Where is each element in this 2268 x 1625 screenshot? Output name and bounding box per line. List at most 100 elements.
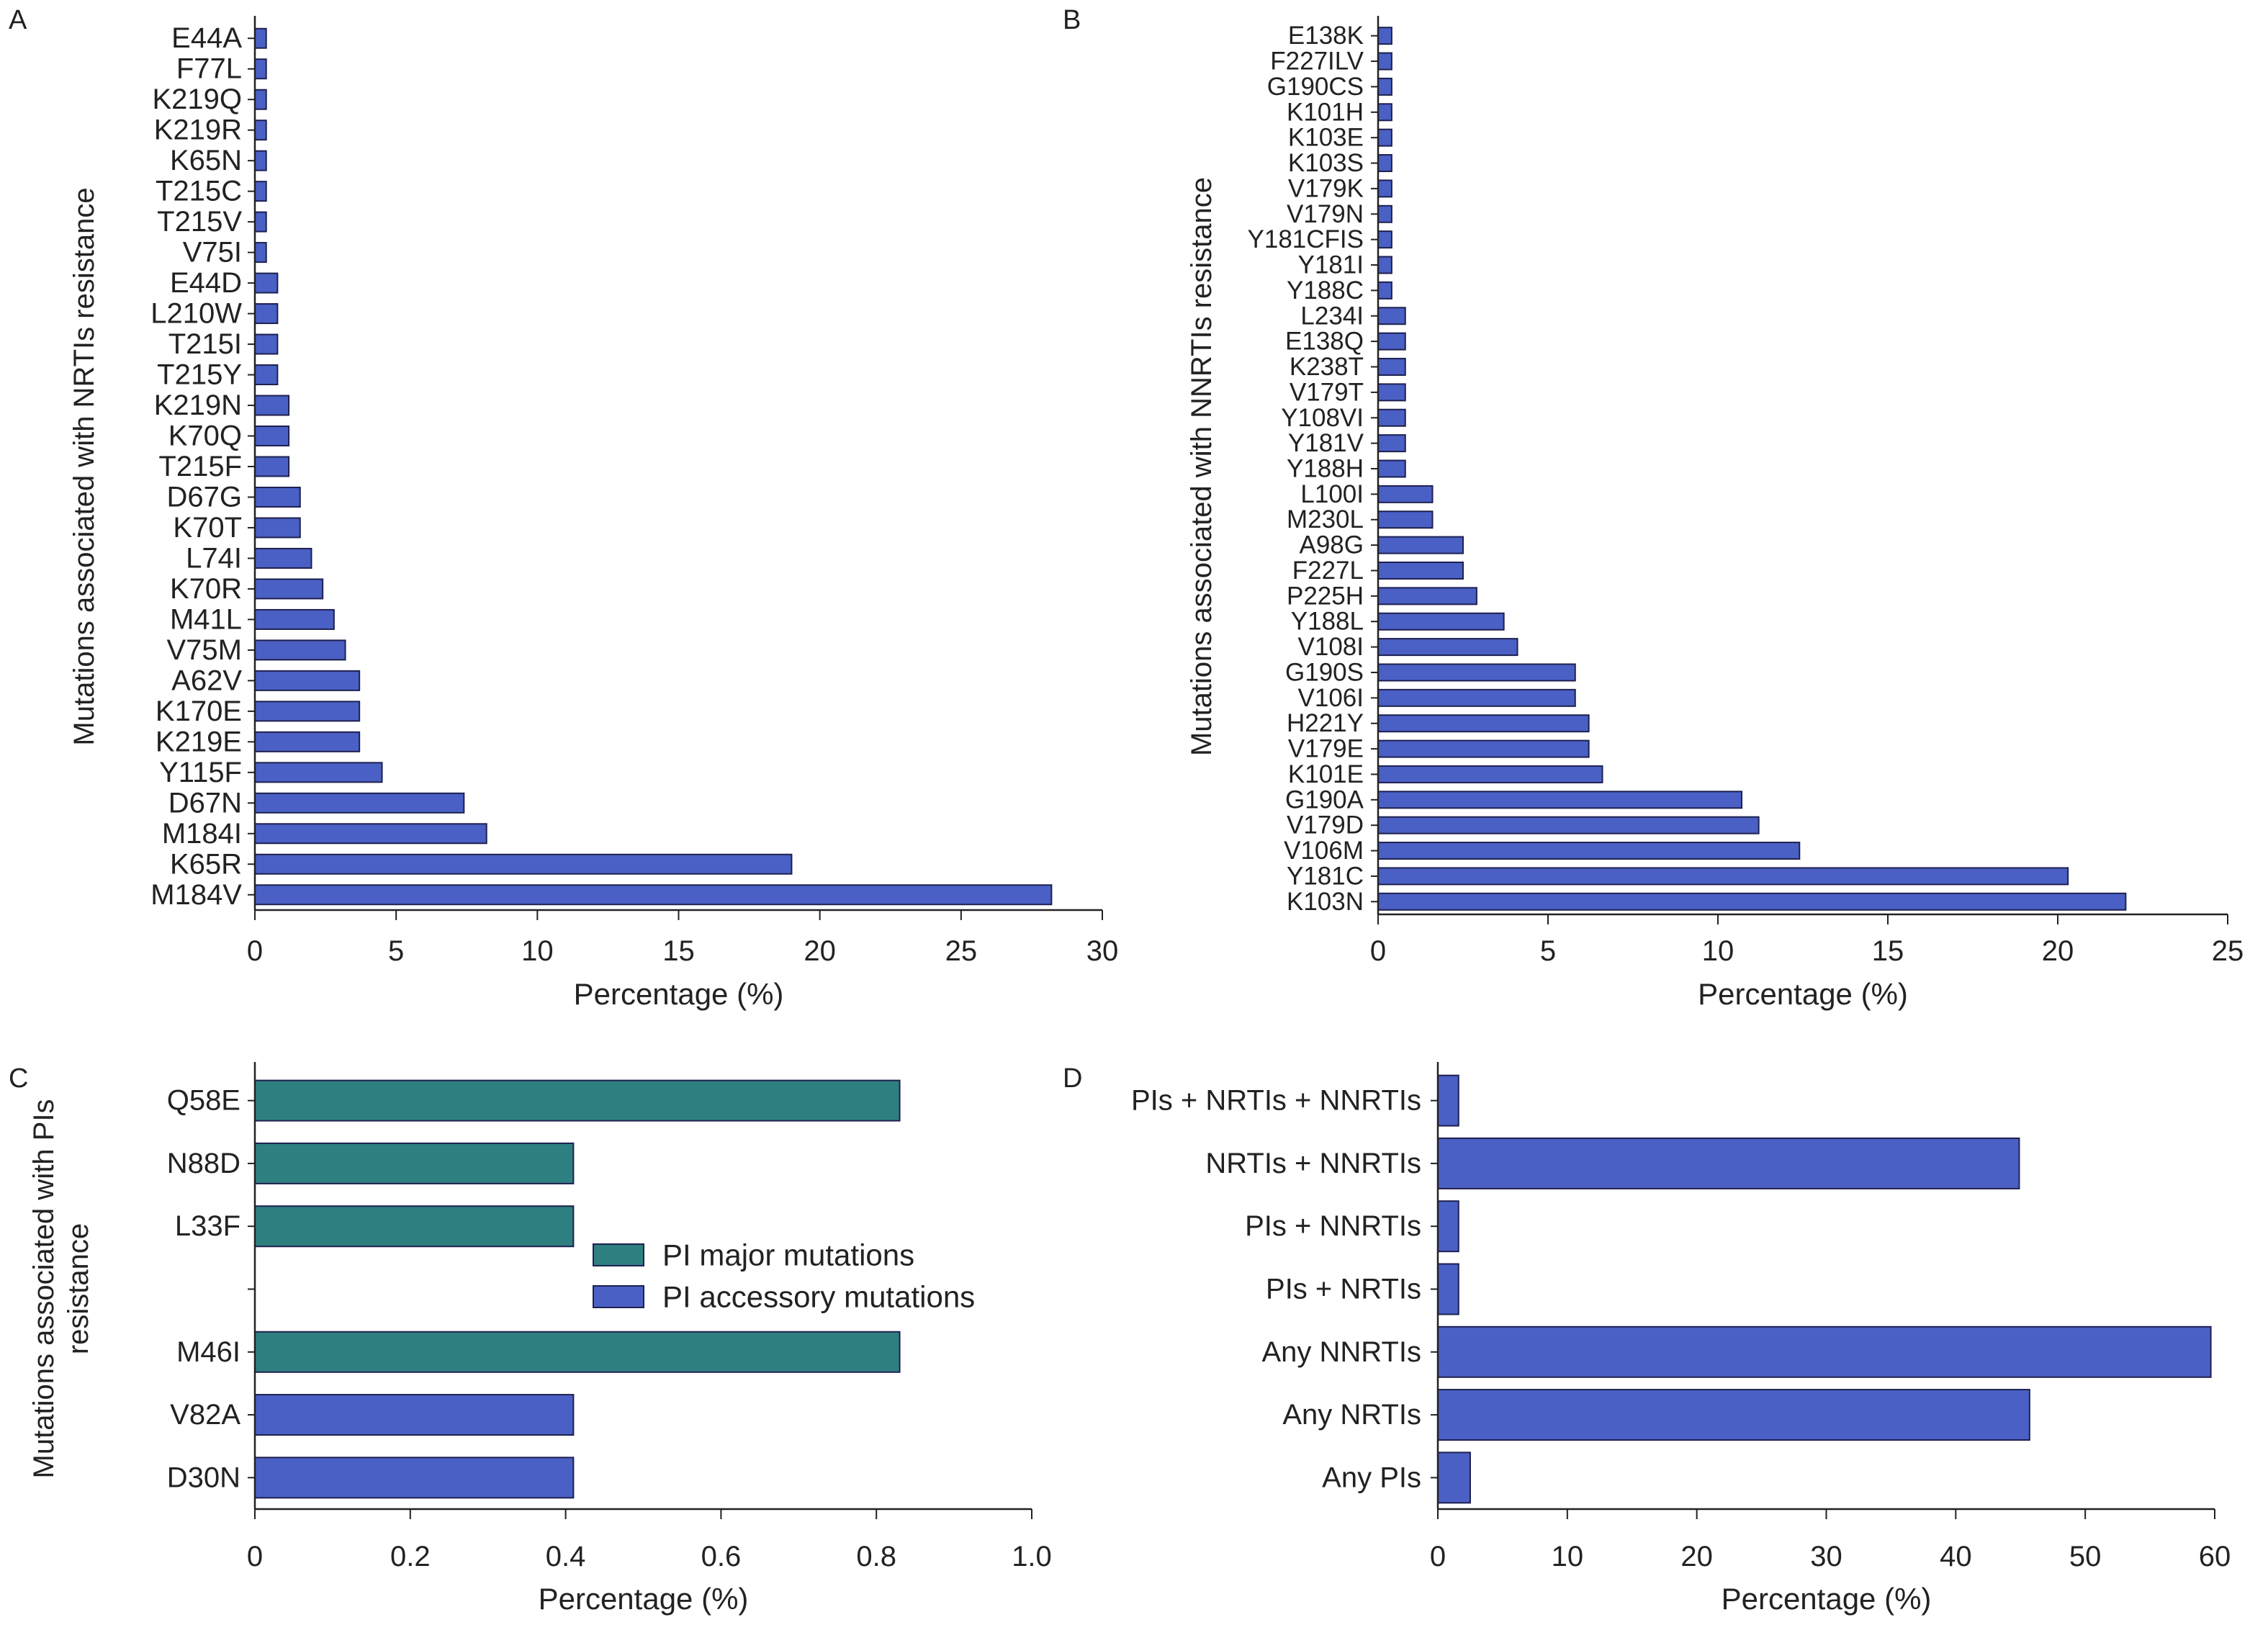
bar	[254, 242, 267, 264]
panel-label: D	[1063, 1063, 1082, 1094]
bar	[254, 426, 290, 447]
category-label: M41L	[170, 603, 242, 635]
category-label: K70T	[173, 512, 242, 544]
category-label: T215I	[168, 328, 242, 360]
bar	[254, 517, 301, 539]
bar	[254, 272, 279, 294]
bar	[1377, 204, 1392, 223]
bar	[1377, 892, 2127, 911]
category-label: PIs + NRTIs + NNRTIs	[1131, 1085, 1421, 1117]
bar	[254, 27, 267, 49]
bar	[1377, 816, 1760, 834]
bar	[254, 486, 301, 508]
bar	[1377, 561, 1464, 580]
category-label: K101E	[1288, 760, 1364, 788]
category-label: K219R	[154, 114, 242, 146]
bar	[254, 120, 267, 141]
y-axis-title: Mutations associated with PIs resistance	[28, 1099, 94, 1479]
category-label: G190A	[1285, 786, 1364, 814]
bar	[254, 58, 267, 80]
panel-label: B	[1063, 5, 1081, 35]
x-tick-label: 0	[1430, 1541, 1446, 1572]
category-label: L234I	[1300, 302, 1364, 330]
category-label: K170E	[156, 696, 242, 727]
category-label: F227ILV	[1270, 48, 1364, 76]
category-label: K219N	[154, 390, 242, 421]
x-tick-label: 5	[1540, 935, 1556, 967]
y-axis-title: Mutations associated with NNRTIs resista…	[1186, 177, 1218, 756]
panel-label: A	[9, 5, 27, 35]
x-tick-label: 20	[2042, 935, 2074, 967]
category-label: K65R	[170, 848, 242, 880]
category-label: D67N	[168, 787, 242, 819]
legend-swatch-major	[593, 1243, 644, 1266]
bar	[1377, 383, 1406, 402]
category-label: L33F	[175, 1210, 240, 1242]
category-label: K65N	[170, 145, 242, 176]
category-label: N88D	[167, 1148, 240, 1179]
category-label: T215C	[156, 176, 242, 207]
bar	[1437, 1451, 1471, 1504]
bar	[254, 853, 793, 875]
category-label: Y188H	[1287, 455, 1364, 483]
bar	[1377, 332, 1406, 351]
x-tick-label: 50	[2069, 1541, 2102, 1572]
bar	[1377, 281, 1392, 300]
x-axis-title: Percentage (%)	[539, 1582, 749, 1616]
bar	[1437, 1200, 1459, 1253]
bar	[254, 303, 279, 325]
bar	[1377, 27, 1392, 45]
category-label: E138Q	[1285, 328, 1364, 356]
bar	[254, 639, 346, 661]
bar	[1377, 230, 1392, 249]
x-tick-label: 1.0	[1012, 1541, 1052, 1572]
x-tick-label: 25	[945, 935, 978, 967]
bar	[254, 150, 267, 171]
x-tick-label: 60	[2199, 1541, 2231, 1572]
category-label: K219E	[156, 726, 242, 757]
bar	[254, 823, 487, 845]
bar	[1437, 1263, 1459, 1315]
category-label: T215Y	[157, 359, 242, 391]
bar	[254, 670, 361, 691]
legend-label-major: PI major mutations	[662, 1238, 914, 1272]
category-label: Q58E	[167, 1085, 240, 1117]
chart-panel-a: A E44AF77LK219QK219RK65NT215CT215VV75IE44…	[9, 5, 1118, 1011]
bar	[1377, 714, 1590, 733]
category-label: V179K	[1288, 174, 1364, 202]
category-label: A62V	[171, 665, 242, 696]
bar	[1377, 510, 1434, 529]
category-label: L100I	[1300, 480, 1364, 508]
bar	[1377, 179, 1392, 198]
category-label: M46I	[176, 1336, 240, 1368]
bar	[254, 578, 324, 600]
bar	[1437, 1325, 2212, 1378]
category-label: K238T	[1290, 353, 1364, 381]
category-label: P225H	[1287, 582, 1364, 610]
category-label: NRTIs + NNRTIs	[1205, 1148, 1421, 1179]
x-tick-label: 0	[1370, 935, 1386, 967]
category-label: L74I	[186, 542, 242, 574]
bar	[254, 89, 267, 110]
category-label: M230L	[1287, 505, 1364, 534]
category-label: V179E	[1288, 735, 1364, 763]
category-label: V108I	[1298, 633, 1364, 661]
bar	[1377, 154, 1392, 173]
category-label: V75I	[183, 237, 242, 269]
category-label: G190CS	[1267, 73, 1364, 101]
category-label: L210W	[150, 298, 242, 330]
x-tick-label: 10	[521, 935, 554, 967]
category-label: K103S	[1288, 149, 1364, 177]
bar	[1377, 103, 1392, 122]
bar	[1377, 612, 1505, 631]
x-tick-label: 0.8	[856, 1541, 896, 1572]
category-label: E44D	[170, 267, 242, 299]
category-label: M184V	[150, 879, 242, 911]
category-label: V179T	[1290, 378, 1364, 406]
category-label: K103E	[1288, 124, 1364, 152]
bar	[254, 1142, 575, 1184]
bar	[254, 792, 465, 814]
category-label: PIs + NRTIs	[1266, 1274, 1421, 1305]
bar	[1377, 663, 1576, 682]
